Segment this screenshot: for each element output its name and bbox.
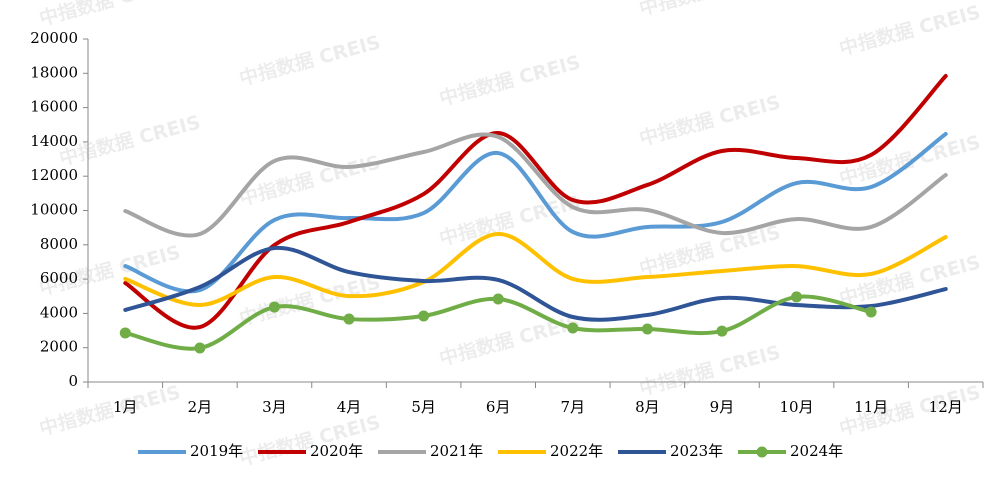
watermark: 中指数据 CREIS bbox=[237, 410, 383, 470]
watermark: 中指数据 CREIS bbox=[437, 50, 583, 110]
watermark: 中指数据 CREIS bbox=[637, 90, 783, 150]
x-tick-label: 8月 bbox=[635, 398, 660, 416]
watermark: 中指数据 CREIS bbox=[237, 30, 383, 90]
point bbox=[641, 323, 653, 335]
watermark: 中指数据 CREIS bbox=[637, 340, 783, 400]
watermark: 中指数据 CREIS bbox=[837, 0, 983, 60]
legend-label: 2023年 bbox=[670, 442, 723, 460]
y-tick-label: 16000 bbox=[30, 98, 78, 116]
watermark: 中指数据 CREIS bbox=[637, 0, 783, 20]
x-tick-label: 11月 bbox=[854, 398, 888, 416]
y-tick-label: 10000 bbox=[30, 201, 78, 219]
x-tick-label: 6月 bbox=[486, 398, 511, 416]
point bbox=[194, 342, 206, 354]
legend-marker bbox=[756, 446, 768, 458]
point bbox=[567, 322, 579, 334]
x-tick-label: 10月 bbox=[779, 398, 813, 416]
legend-label: 2020年 bbox=[310, 442, 363, 460]
y-tick-label: 18000 bbox=[30, 63, 78, 81]
point bbox=[418, 310, 430, 322]
y-tick-label: 6000 bbox=[40, 269, 78, 287]
y-tick-label: 20000 bbox=[30, 29, 78, 47]
legend-label: 2024年 bbox=[790, 442, 843, 460]
x-tick-label: 1月 bbox=[113, 398, 138, 416]
x-tick-label: 2月 bbox=[188, 398, 213, 416]
point bbox=[716, 325, 728, 337]
point bbox=[343, 313, 355, 325]
series-line bbox=[123, 132, 948, 238]
watermark: 中指数据 CREIS bbox=[37, 380, 183, 440]
watermark: 中指数据 CREIS bbox=[57, 110, 203, 170]
series-line bbox=[123, 231, 948, 307]
legend-label: 2019年 bbox=[190, 442, 243, 460]
y-tick-label: 14000 bbox=[30, 132, 78, 150]
point bbox=[791, 291, 803, 303]
y-tick-label: 0 bbox=[68, 372, 78, 390]
x-tick-label: 5月 bbox=[411, 398, 436, 416]
watermark: 中指数据 CREIS bbox=[437, 310, 583, 370]
series-line bbox=[123, 245, 948, 322]
y-tick-label: 8000 bbox=[40, 235, 78, 253]
watermark: 中指数据 CREIS bbox=[37, 0, 183, 30]
x-tick-label: 3月 bbox=[262, 398, 287, 416]
x-tick-label: 7月 bbox=[561, 398, 586, 416]
point bbox=[119, 327, 131, 339]
x-tick-label: 9月 bbox=[710, 398, 735, 416]
point bbox=[268, 301, 280, 313]
legend-label: 2021年 bbox=[430, 442, 483, 460]
y-tick-label: 12000 bbox=[30, 166, 78, 184]
legend-label: 2022年 bbox=[550, 442, 603, 460]
series-line bbox=[123, 74, 948, 330]
y-tick-label: 2000 bbox=[40, 338, 78, 356]
y-tick-label: 4000 bbox=[40, 303, 78, 321]
point bbox=[492, 293, 504, 305]
x-tick-label: 12月 bbox=[929, 398, 963, 416]
x-tick-label: 4月 bbox=[337, 398, 362, 416]
series-line bbox=[123, 132, 948, 294]
point bbox=[865, 306, 877, 318]
